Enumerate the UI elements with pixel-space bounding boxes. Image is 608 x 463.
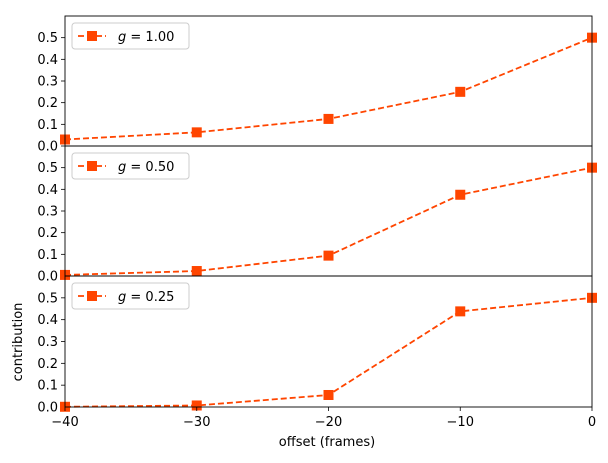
data-point xyxy=(191,266,202,277)
data-point xyxy=(455,306,466,317)
series-line xyxy=(64,36,593,141)
y-tick-label: 0.0 xyxy=(37,401,58,416)
data-point xyxy=(191,127,202,138)
legend-box xyxy=(71,22,190,50)
y-tick-label: 0.2 xyxy=(37,357,58,372)
legend-marker xyxy=(87,31,97,41)
x-tick-label: −40 xyxy=(51,415,78,430)
data-point xyxy=(191,400,202,411)
panel-3: 0.0 0.1 0.2 0.3 0.4 0.5 g = 0.25 xyxy=(37,275,597,416)
legend-label: g = 0.25 xyxy=(118,290,174,305)
data-point xyxy=(323,113,334,124)
y-tick-label: 0.0 xyxy=(37,140,58,155)
x-tick-label: −30 xyxy=(183,415,210,430)
y-tick-label: 0.5 xyxy=(37,161,58,176)
x-tick-label: −20 xyxy=(315,415,342,430)
y-axis-label: contribution xyxy=(11,303,26,382)
panel-1: 0.0 0.1 0.2 0.3 0.4 0.5 g = 1.00 xyxy=(37,15,597,155)
legend-label: g = 0.50 xyxy=(118,160,174,175)
data-point xyxy=(455,86,466,97)
panel-2: 0.0 0.1 0.2 0.3 0.4 0.5 g = 0.50 xyxy=(37,145,597,285)
legend-marker xyxy=(87,161,97,171)
y-tick-label: 0.4 xyxy=(37,183,58,198)
y-tick-label: 0.0 xyxy=(37,270,58,285)
legend-box xyxy=(71,152,190,180)
y-tick-label: 0.2 xyxy=(37,96,58,111)
legend-marker xyxy=(87,291,97,301)
x-tick-label: 0 xyxy=(588,415,596,430)
x-axis: −40 −30 −20 −10 0 xyxy=(51,407,596,430)
y-tick-label: 0.5 xyxy=(37,291,58,306)
data-point xyxy=(323,250,334,261)
y-tick-label: 0.3 xyxy=(37,75,58,90)
y-tick-label: 0.5 xyxy=(37,31,58,46)
y-tick-label: 0.4 xyxy=(37,313,58,328)
y-tick-label: 0.1 xyxy=(37,118,58,133)
y-tick-label: 0.4 xyxy=(37,53,58,68)
y-tick-label: 0.1 xyxy=(37,248,58,263)
y-tick-label: 0.1 xyxy=(37,379,58,394)
y-tick-label: 0.3 xyxy=(37,205,58,220)
x-axis-label: offset (frames) xyxy=(279,435,375,450)
legend-box xyxy=(71,282,190,310)
data-point xyxy=(455,189,466,200)
x-tick-label: −10 xyxy=(447,415,474,430)
y-tick-label: 0.2 xyxy=(37,226,58,241)
data-point xyxy=(323,389,334,400)
y-tick-label: 0.3 xyxy=(37,335,58,350)
legend-label: g = 1.00 xyxy=(118,30,174,45)
